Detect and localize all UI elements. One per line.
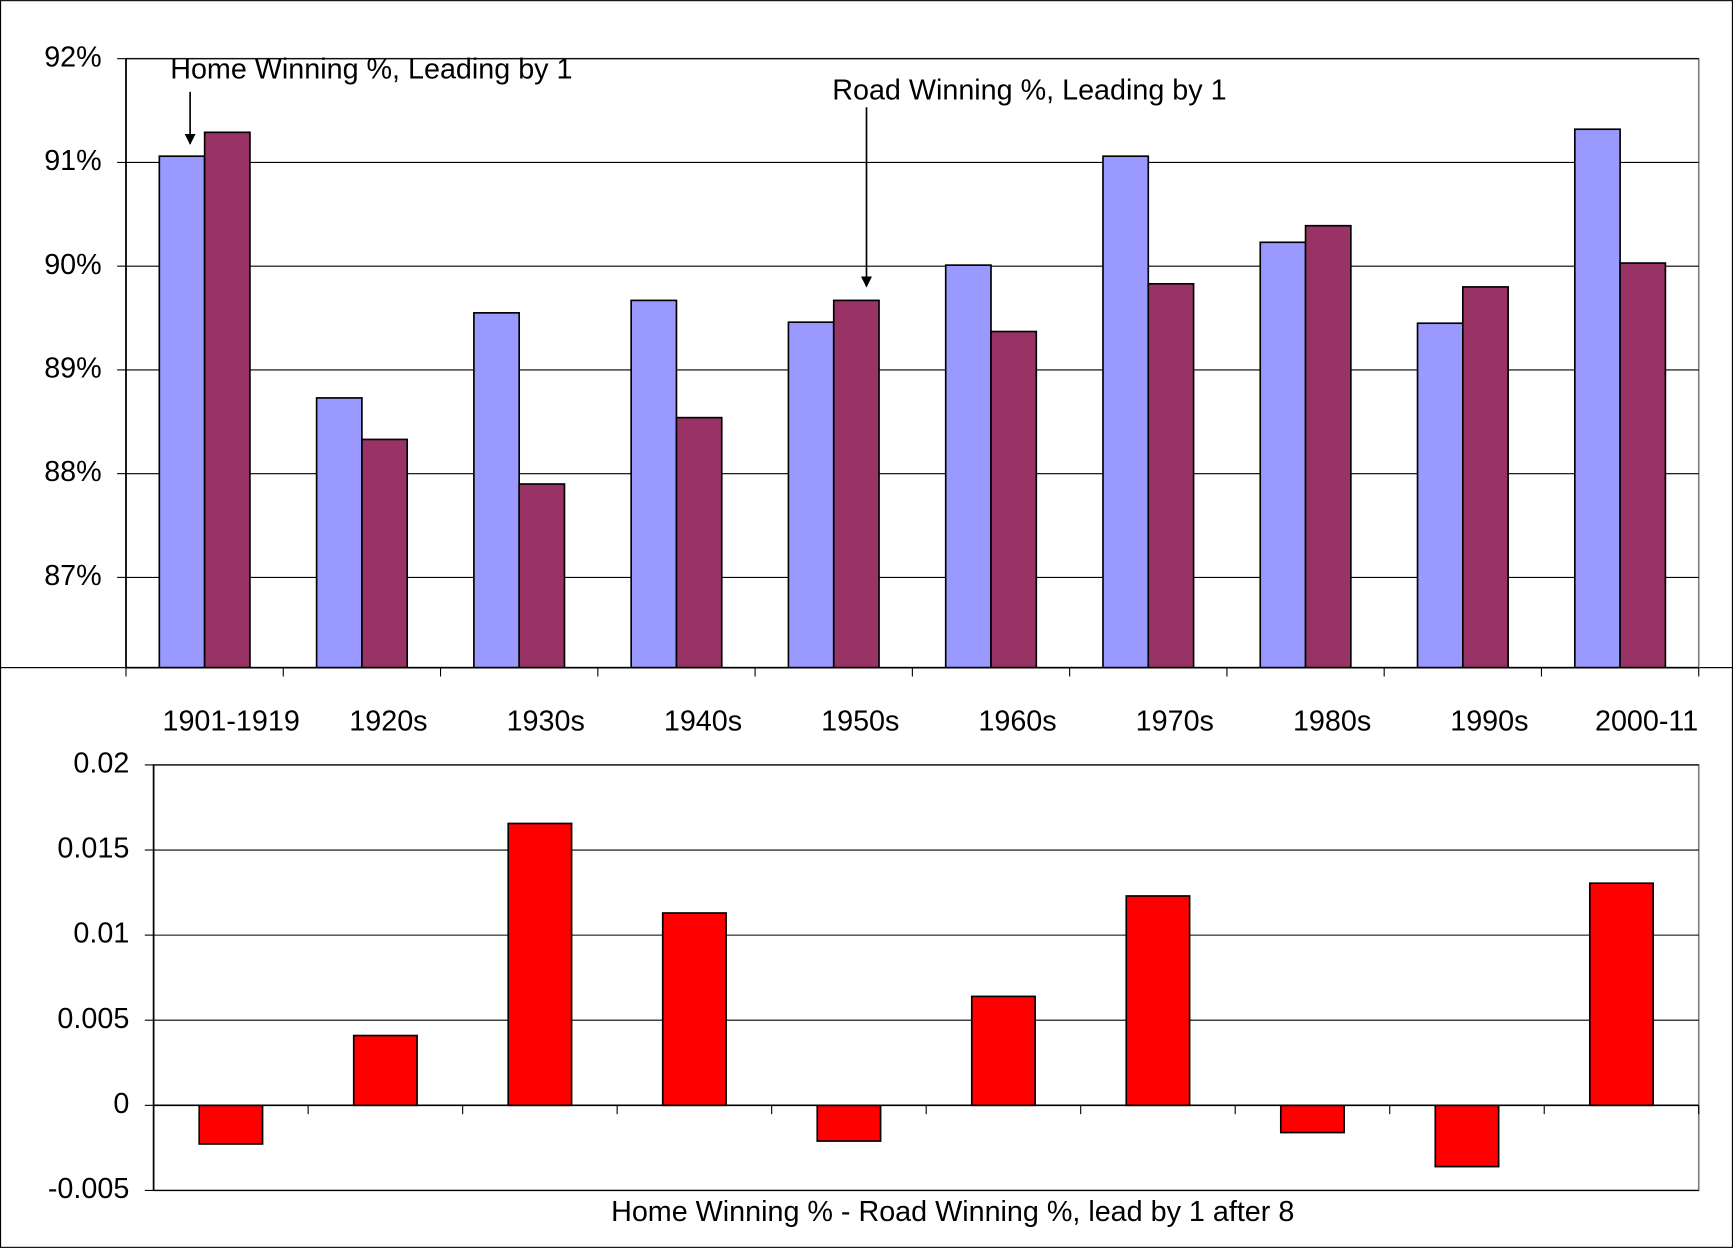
x-tick-label: 1920s bbox=[349, 706, 427, 738]
y-tick-label: 88% bbox=[44, 456, 101, 488]
bar bbox=[1147, 282, 1195, 669]
bar bbox=[970, 995, 1036, 1107]
x-tick-label: 1990s bbox=[1450, 706, 1528, 738]
y-tick-label: 0.02 bbox=[73, 748, 129, 780]
bar bbox=[352, 1034, 418, 1107]
bar bbox=[158, 155, 206, 669]
y-tick-label: 0 bbox=[113, 1088, 129, 1120]
bar bbox=[507, 822, 573, 1107]
bar bbox=[1259, 241, 1307, 669]
y-tick-label: -0.005 bbox=[48, 1173, 129, 1205]
bar bbox=[832, 299, 880, 669]
bar bbox=[473, 312, 521, 669]
y-tick-label: 0.01 bbox=[73, 918, 129, 950]
x-axis-title: Home Winning % - Road Winning %, lead by… bbox=[611, 1196, 1294, 1228]
x-tick-label: 1980s bbox=[1293, 706, 1371, 738]
bar bbox=[1102, 155, 1150, 669]
bar bbox=[1573, 128, 1621, 669]
bar bbox=[1416, 322, 1464, 669]
y-tick-label: 0.015 bbox=[57, 833, 129, 865]
bar bbox=[1125, 895, 1191, 1107]
plots: 87% 88% 89% 90% 91% 92% 1901-1919 1920s 1930s 194… bbox=[44, 41, 1700, 1205]
x-tick-label: 1930s bbox=[507, 706, 585, 738]
bar bbox=[198, 1104, 264, 1145]
bar bbox=[315, 397, 363, 669]
y-tick-label: 87% bbox=[44, 560, 101, 592]
y-tick-label: 89% bbox=[44, 353, 101, 385]
annotation: Home Winning %, Leading by 1 bbox=[170, 53, 572, 85]
x-tick-label: 1960s bbox=[978, 706, 1056, 738]
bar bbox=[203, 131, 251, 669]
y-tick-label: 0.005 bbox=[57, 1003, 129, 1035]
bar bbox=[1434, 1104, 1500, 1168]
y-tick-label: 92% bbox=[44, 41, 101, 73]
bar bbox=[661, 912, 727, 1107]
bar bbox=[1461, 286, 1509, 669]
bar bbox=[944, 264, 992, 669]
bar bbox=[1588, 882, 1654, 1107]
x-tick-label: 1950s bbox=[821, 706, 899, 738]
y-tick-label: 91% bbox=[44, 145, 101, 177]
bar bbox=[361, 438, 409, 669]
bar bbox=[1279, 1104, 1345, 1134]
bar bbox=[518, 483, 566, 669]
x-tick-label: 1901-1919 bbox=[162, 706, 299, 738]
x-tick-label: 2000-11 bbox=[1595, 706, 1698, 738]
x-tick-label: 1970s bbox=[1136, 706, 1214, 738]
bar bbox=[787, 321, 835, 669]
bar bbox=[1619, 262, 1667, 669]
annotation: Road Winning %, Leading by 1 bbox=[832, 74, 1226, 106]
y-tick-label: 90% bbox=[44, 249, 101, 281]
bar bbox=[816, 1104, 882, 1142]
bar bbox=[990, 330, 1038, 669]
bar bbox=[630, 299, 678, 669]
bar bbox=[1304, 224, 1352, 669]
bar bbox=[675, 416, 723, 669]
x-tick-label: 1940s bbox=[664, 706, 742, 738]
